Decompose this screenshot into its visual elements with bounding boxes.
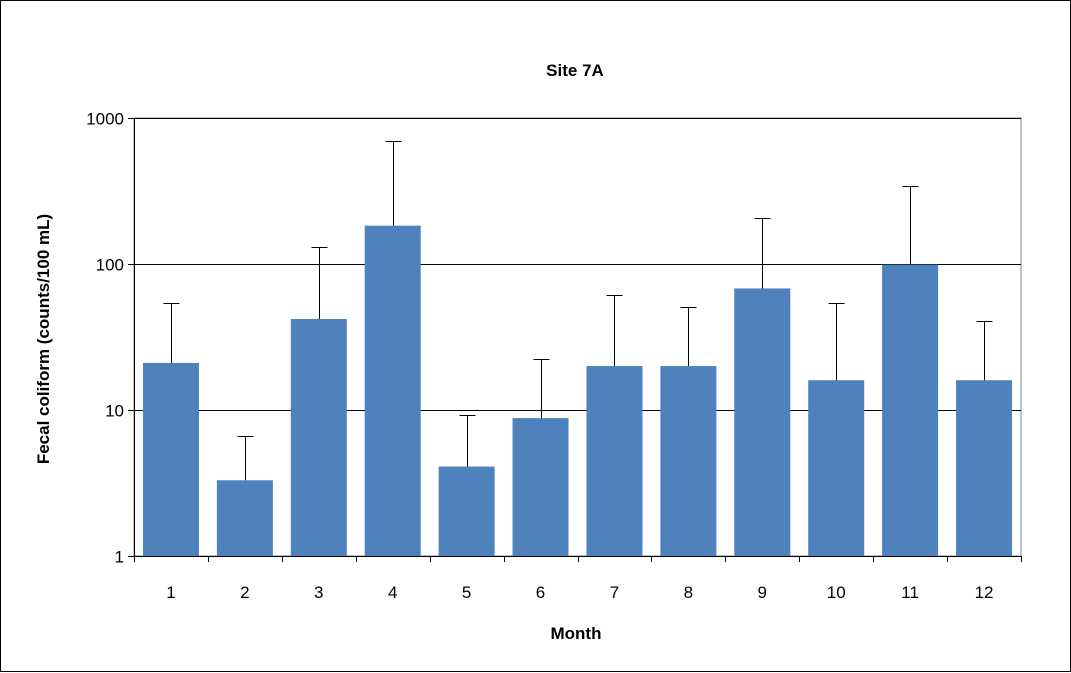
bar-month-7 [586, 366, 643, 556]
bar-month-10 [808, 380, 865, 556]
bar-month-12 [956, 380, 1013, 556]
axes [128, 118, 1022, 562]
x-tick-labels: 1 2 3 4 5 6 7 8 9 10 11 12 [166, 583, 993, 602]
bars [142, 225, 1013, 557]
x-tick-label: 10 [827, 583, 846, 602]
bar-month-11 [882, 264, 939, 556]
y-tick-label: 100 [96, 256, 124, 275]
error-bars [163, 141, 993, 481]
y-axis-title: Fecal coliform (counts/100 mL) [34, 214, 53, 464]
x-tick-label: 8 [684, 583, 693, 602]
x-tick-label: 7 [610, 583, 619, 602]
bar-month-6 [512, 418, 569, 556]
x-tick-label: 2 [240, 583, 249, 602]
bar-month-2 [216, 480, 273, 556]
x-tick-label: 6 [536, 583, 545, 602]
y-tick-label: 1000 [86, 110, 124, 129]
x-tick-label: 5 [462, 583, 471, 602]
x-tick-label: 4 [388, 583, 397, 602]
bar-month-9 [734, 288, 791, 556]
chart-title: Site 7A [546, 61, 604, 80]
y-tick-label: 10 [105, 402, 124, 421]
bar-month-8 [660, 366, 717, 556]
y-tick-labels: 1 10 100 1000 [86, 110, 124, 567]
x-tick-label: 3 [314, 583, 323, 602]
bar-month-5 [438, 466, 495, 556]
bar-month-3 [290, 319, 347, 556]
x-tick-label: 1 [166, 583, 175, 602]
x-tick-label: 11 [901, 583, 919, 602]
bar-month-1 [142, 362, 199, 556]
x-tick-label: 9 [758, 583, 767, 602]
x-tick-label: 12 [975, 583, 994, 602]
y-tick-label: 1 [115, 548, 124, 567]
x-axis-title: Month [551, 624, 602, 643]
bar-month-4 [364, 225, 421, 557]
